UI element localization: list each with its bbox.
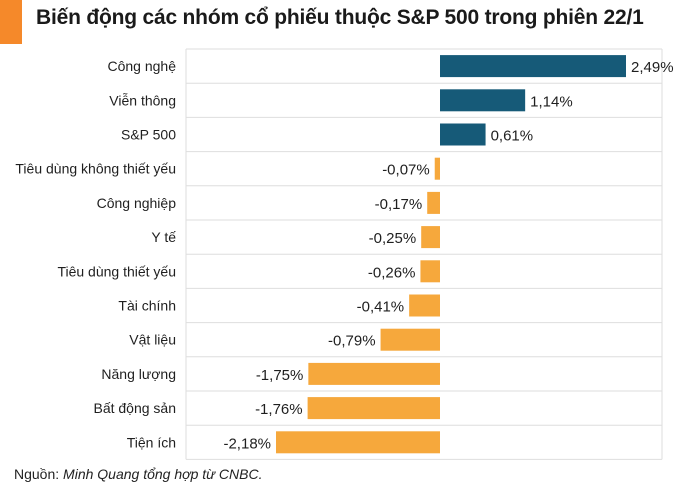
bars [276, 55, 626, 454]
source-prefix: Nguồn: [14, 466, 60, 482]
bar [420, 260, 440, 283]
category-label: Năng lượng [101, 366, 176, 382]
labels: Công nghệ 2,49% Viễn thông 1,14% S&P 500 0,61… [15, 58, 673, 452]
category-label: Công nghệ [107, 58, 176, 74]
category-label: S&P 500 [121, 127, 176, 143]
category-label: Bất động sản [93, 400, 176, 416]
bar [380, 328, 440, 351]
value-label: -0,41% [357, 299, 405, 316]
value-label: -0,07% [382, 162, 430, 179]
bar [307, 397, 440, 420]
bar [440, 55, 626, 78]
value-label: -1,76% [255, 401, 303, 418]
bar [409, 294, 440, 317]
category-label: Tiêu dùng không thiết yếu [15, 161, 176, 177]
value-label: -1,75% [256, 367, 304, 384]
value-label: -0,79% [328, 333, 376, 350]
bar [440, 123, 486, 146]
value-label: 0,61% [491, 128, 534, 145]
category-label: Tiêu dùng thiết yếu [57, 263, 176, 279]
category-label: Tài chính [118, 298, 176, 314]
category-label: Vật liệu [129, 332, 176, 348]
category-label: Công nghiệp [97, 195, 177, 211]
title-accent-bar [0, 0, 22, 44]
value-label: -0,17% [375, 196, 423, 213]
bar [434, 157, 440, 180]
bar [308, 362, 440, 385]
chart-title: Biến động các nhóm cổ phiếu thuộc S&P 50… [36, 6, 644, 29]
category-label: Tiện ích [127, 434, 176, 450]
category-label: Y tế [151, 229, 176, 245]
bar [440, 89, 526, 112]
category-label: Viễn thông [109, 92, 176, 108]
bar [421, 226, 440, 249]
source-text: Minh Quang tổng hợp từ CNBC. [63, 466, 263, 482]
value-label: 1,14% [530, 93, 573, 110]
value-label: -2,18% [223, 435, 271, 452]
gridlines [185, 48, 663, 460]
value-label: -0,25% [369, 230, 417, 247]
value-label: 2,49% [631, 59, 674, 76]
value-label: -0,26% [368, 264, 416, 281]
bar [276, 431, 440, 454]
bar [427, 191, 440, 214]
source-note: Nguồn: Minh Quang tổng hợp từ CNBC. [14, 466, 262, 482]
